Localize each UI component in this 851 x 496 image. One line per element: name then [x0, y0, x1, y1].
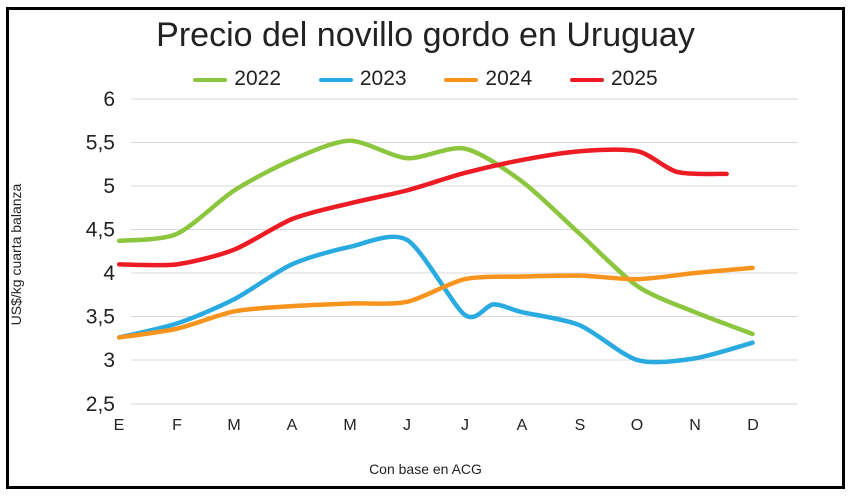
svg-text:3: 3: [103, 349, 115, 372]
svg-text:5,5: 5,5: [86, 132, 115, 155]
svg-text:A: A: [287, 417, 298, 434]
svg-text:D: D: [747, 417, 759, 434]
svg-text:F: F: [172, 417, 182, 434]
svg-text:M: M: [343, 417, 356, 434]
svg-text:S: S: [575, 417, 586, 434]
svg-text:E: E: [114, 417, 125, 434]
svg-text:M: M: [227, 417, 240, 434]
svg-text:J: J: [461, 417, 469, 434]
svg-text:O: O: [631, 417, 643, 434]
svg-text:2,5: 2,5: [86, 393, 115, 416]
svg-text:4: 4: [103, 262, 115, 285]
svg-text:4,5: 4,5: [86, 219, 115, 242]
svg-text:3,5: 3,5: [86, 306, 115, 329]
svg-text:J: J: [403, 417, 411, 434]
svg-text:N: N: [689, 417, 701, 434]
svg-text:6: 6: [103, 88, 115, 111]
svg-text:A: A: [517, 417, 528, 434]
svg-text:5: 5: [103, 175, 115, 198]
